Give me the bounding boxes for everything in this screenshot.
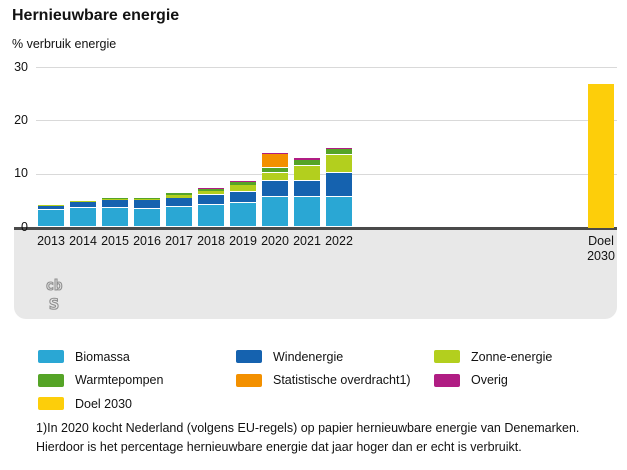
legend-label: Warmtepompen <box>75 373 164 388</box>
x-tick-label-2018: 2018 <box>197 234 225 248</box>
legend-item-biomassa: Biomassa <box>38 345 236 369</box>
legend-swatch <box>38 350 64 364</box>
bar-segment-2016-warmtepompen <box>134 197 160 199</box>
legend-swatch <box>236 350 262 364</box>
bar-segment-2018-windenergie <box>198 194 224 206</box>
bar-segment-2015-biomassa <box>102 208 128 228</box>
gridline-30 <box>36 67 617 68</box>
chart-legend: Biomassa Windenergie Zonne-energie Warmtepo… <box>38 345 608 416</box>
bar-segment-2014-biomassa <box>70 208 96 228</box>
cbs-logo-top-text: cb <box>46 278 63 294</box>
bar-segment-2022-zonne-energie <box>326 154 352 174</box>
bar-segment-2018-zonne-energie <box>198 190 224 195</box>
bar-segment-2016-zonne-energie <box>134 198 160 201</box>
x-tick-label-doel-2030: Doel 2030 <box>579 234 623 264</box>
bar-segment-2020-biomassa <box>262 196 288 228</box>
footnote: 1)In 2020 kocht Nederland (volgens EU-re… <box>36 419 611 456</box>
x-tick-label-2021: 2021 <box>293 234 321 248</box>
bar-segment-2019-warmtepompen <box>230 181 256 185</box>
legend-item-zonne-energie: Zonne-energie <box>434 345 608 369</box>
legend-label: Doel 2030 <box>75 396 132 411</box>
x-tick-label-2016: 2016 <box>133 234 161 248</box>
legend-label: Statistische overdracht1) <box>273 373 411 388</box>
page-title: Hernieuwbare energie <box>12 7 180 24</box>
bar-segment-2018-biomassa <box>198 205 224 228</box>
bar-segment-2021-zonne-energie <box>294 166 320 181</box>
y-tick-label-0: 0 <box>21 219 28 234</box>
y-axis-unit-label: % verbruik energie <box>12 37 117 51</box>
legend-swatch <box>38 397 64 411</box>
bar-segment-2021-windenergie <box>294 180 320 197</box>
gridline-20 <box>36 120 617 122</box>
doel-label-line: Doel <box>588 234 614 248</box>
bar-segment-2020-statistische-overdracht1- <box>262 154 288 169</box>
legend-item-statistische-overdracht1-: Statistische overdracht1) <box>236 369 434 393</box>
bar-segment-2013-windenergie <box>38 205 64 211</box>
legend-swatch <box>38 373 64 387</box>
bar-segment-2019-biomassa <box>230 202 256 228</box>
bar-segment-2019-windenergie <box>230 191 256 203</box>
bar-segment-2021-warmtepompen <box>294 159 320 167</box>
cbs-logo: cb s <box>45 277 63 314</box>
bar-segment-2020-overig <box>262 152 288 155</box>
bar-doel-2030 <box>588 83 614 228</box>
legend-swatch <box>236 373 262 387</box>
y-tick-label-20: 20 <box>14 112 28 127</box>
legend-item-overig: Overig <box>434 369 608 393</box>
bar-segment-2016-windenergie <box>134 200 160 209</box>
x-tick-label-2015: 2015 <box>101 234 129 248</box>
x-tick-label-2017: 2017 <box>165 234 193 248</box>
bar-segment-2017-windenergie <box>166 197 192 208</box>
bar-segment-2020-windenergie <box>262 181 288 197</box>
bar-segment-2015-warmtepompen <box>102 198 128 200</box>
legend-item-doel-2030: Doel 2030 <box>38 392 236 416</box>
doel-label-line: 2030 <box>587 249 615 263</box>
bar-segment-2016-biomassa <box>134 208 160 228</box>
x-tick-label-2020: 2020 <box>261 234 289 248</box>
bar-segment-2018-warmtepompen <box>198 188 224 191</box>
legend-label: Biomassa <box>75 349 130 364</box>
bar-segment-2021-biomassa <box>294 196 320 228</box>
bar-segment-2015-zonne-energie <box>102 199 128 201</box>
footnote-line-1: 1)In 2020 kocht Nederland (volgens EU-re… <box>36 421 580 435</box>
bar-segment-2022-biomassa <box>326 196 352 228</box>
x-tick-label-2014: 2014 <box>69 234 97 248</box>
y-tick-label-30: 30 <box>14 59 28 74</box>
bar-segment-2014-windenergie <box>70 201 96 209</box>
bar-segment-2019-overig <box>230 180 256 182</box>
bar-segment-2014-zonne-energie <box>70 201 96 202</box>
legend-swatch <box>434 373 460 387</box>
bar-segment-2020-warmtepompen <box>262 168 288 174</box>
bar-segment-2019-zonne-energie <box>230 184 256 192</box>
x-tick-label-2022: 2022 <box>325 234 353 248</box>
bar-segment-2020-zonne-energie <box>262 173 288 182</box>
legend-label: Overig <box>471 373 508 388</box>
cbs-logo-bottom-text: s <box>48 292 59 314</box>
legend-item-warmtepompen: Warmtepompen <box>38 369 236 393</box>
bar-segment-2018-overig <box>198 187 224 189</box>
legend-label: Zonne-energie <box>471 349 553 364</box>
bar-segment-2013-biomassa <box>38 210 64 228</box>
bar-segment-2017-warmtepompen <box>166 193 192 195</box>
x-axis-baseline <box>14 227 617 230</box>
bar-segment-2015-windenergie <box>102 200 128 209</box>
bar-segment-2022-overig <box>326 147 352 150</box>
bar-segment-2017-zonne-energie <box>166 194 192 198</box>
bar-segment-2017-biomassa <box>166 207 192 228</box>
x-tick-label-2019: 2019 <box>229 234 257 248</box>
x-tick-label-2013: 2013 <box>37 234 65 248</box>
bar-segment-2021-overig <box>294 158 320 160</box>
y-tick-label-10: 10 <box>14 166 28 181</box>
x-axis-panel <box>14 229 617 319</box>
bar-segment-2022-windenergie <box>326 173 352 197</box>
bar-segment-2022-warmtepompen <box>326 149 352 155</box>
legend-item-windenergie: Windenergie <box>236 345 434 369</box>
legend-swatch <box>434 350 460 364</box>
bar-segment-2013-zonne-energie <box>38 204 64 206</box>
footnote-line-2: Hierdoor is het percentage hernieuwbare … <box>36 439 522 454</box>
legend-label: Windenergie <box>273 349 344 364</box>
